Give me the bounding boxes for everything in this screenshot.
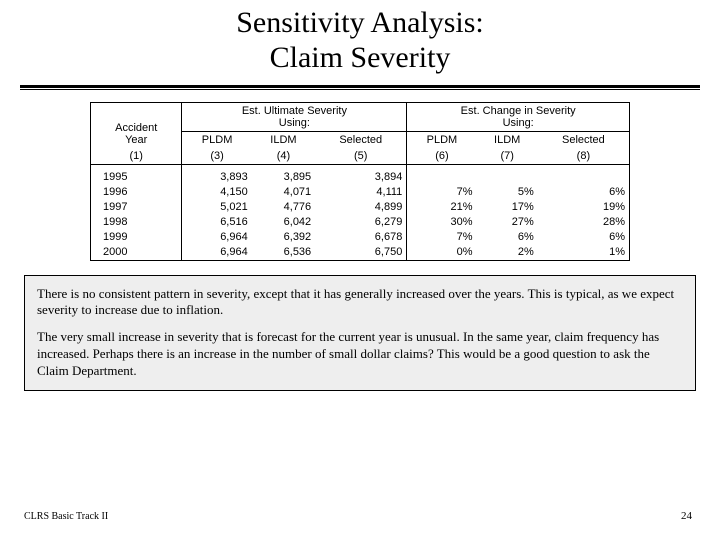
cell-chg-pldm: 30% — [407, 215, 477, 230]
commentary-p1: There is no consistent pattern in severi… — [37, 286, 683, 320]
cell-selected: 3,894 — [315, 165, 407, 185]
cell-ildm: 6,042 — [252, 215, 315, 230]
footer-left: CLRS Basic Track II — [24, 511, 108, 522]
header-ildm-right: ILDM — [477, 132, 538, 149]
table-row: 19996,9646,3926,6787%6%6% — [91, 230, 630, 245]
cell-selected: 4,111 — [315, 185, 407, 200]
cell-year: 1998 — [91, 215, 182, 230]
header-selected-right: Selected — [538, 132, 630, 149]
commentary-p2: The very small increase in severity that… — [37, 329, 683, 380]
cell-ildm: 4,776 — [252, 200, 315, 215]
cell-year: 1999 — [91, 230, 182, 245]
cell-chg-ildm: 2% — [477, 245, 538, 261]
cell-ildm: 6,392 — [252, 230, 315, 245]
cell-pldm: 3,893 — [182, 165, 252, 185]
cell-year: 1997 — [91, 200, 182, 215]
cell-pldm: 6,964 — [182, 245, 252, 261]
cell-chg-ildm: 6% — [477, 230, 538, 245]
cell-chg-pldm: 7% — [407, 230, 477, 245]
cell-year: 1996 — [91, 185, 182, 200]
cell-ildm: 4,071 — [252, 185, 315, 200]
cell-ildm: 6,536 — [252, 245, 315, 261]
col-num-4: (4) — [252, 148, 315, 165]
col-num-3: (3) — [182, 148, 252, 165]
table-body: 19953,8933,8953,89419964,1504,0714,1117%… — [91, 165, 630, 261]
cell-selected: 6,678 — [315, 230, 407, 245]
group-ult-sev-l2: Using: — [279, 117, 310, 129]
cell-pldm: 6,964 — [182, 230, 252, 245]
cell-pldm: 6,516 — [182, 215, 252, 230]
cell-chg-pldm: 21% — [407, 200, 477, 215]
cell-year: 1995 — [91, 165, 182, 185]
cell-selected: 6,750 — [315, 245, 407, 261]
commentary-box: There is no consistent pattern in severi… — [24, 275, 696, 391]
table-row: 19964,1504,0714,1117%5%6% — [91, 185, 630, 200]
cell-chg-ildm: 5% — [477, 185, 538, 200]
cell-pldm: 4,150 — [182, 185, 252, 200]
cell-chg-pldm: 7% — [407, 185, 477, 200]
cell-chg-ildm: 27% — [477, 215, 538, 230]
table-row: 19975,0214,7764,89921%17%19% — [91, 200, 630, 215]
group-chg-sev-l1: Est. Change in Severity — [461, 105, 576, 117]
col-num-5: (5) — [315, 148, 407, 165]
cell-chg-selected: 6% — [538, 185, 630, 200]
cell-selected: 4,899 — [315, 200, 407, 215]
cell-pldm: 5,021 — [182, 200, 252, 215]
table-row: 19986,5166,0426,27930%27%28% — [91, 215, 630, 230]
title-line2: Claim Severity — [270, 41, 451, 74]
footer-page-number: 24 — [681, 510, 692, 522]
cell-selected: 6,279 — [315, 215, 407, 230]
cell-chg-selected: 1% — [538, 245, 630, 261]
group-ult-sev-l1: Est. Ultimate Severity — [242, 105, 347, 117]
group-chg-sev-l2: Using: — [503, 117, 534, 129]
header-pldm-left: PLDM — [182, 132, 252, 149]
cell-chg-selected: 28% — [538, 215, 630, 230]
col-num-8: (8) — [538, 148, 630, 165]
cell-chg-selected — [538, 165, 630, 185]
severity-table: Accident Year Est. Ultimate Severity Usi… — [90, 102, 630, 261]
col-num-6: (6) — [407, 148, 477, 165]
header-selected-left: Selected — [315, 132, 407, 149]
cell-chg-selected: 6% — [538, 230, 630, 245]
header-accident: Accident — [115, 122, 157, 134]
cell-chg-pldm: 0% — [407, 245, 477, 261]
cell-chg-selected: 19% — [538, 200, 630, 215]
cell-chg-ildm: 17% — [477, 200, 538, 215]
table-row: 19953,8933,8953,894 — [91, 165, 630, 185]
cell-chg-ildm — [477, 165, 538, 185]
title-line1: Sensitivity Analysis: — [236, 6, 484, 39]
header-ildm-left: ILDM — [252, 132, 315, 149]
cell-chg-pldm — [407, 165, 477, 185]
header-year: Year — [125, 134, 147, 146]
header-pldm-right: PLDM — [407, 132, 477, 149]
col-num-7: (7) — [477, 148, 538, 165]
cell-year: 2000 — [91, 245, 182, 261]
slide-title: Sensitivity Analysis: Claim Severity — [0, 0, 720, 75]
data-table-wrapper: Accident Year Est. Ultimate Severity Usi… — [90, 102, 630, 261]
col-num-1: (1) — [91, 148, 182, 165]
table-row: 20006,9646,5366,7500%2%1% — [91, 245, 630, 261]
cell-ildm: 3,895 — [252, 165, 315, 185]
title-underline — [20, 85, 700, 90]
